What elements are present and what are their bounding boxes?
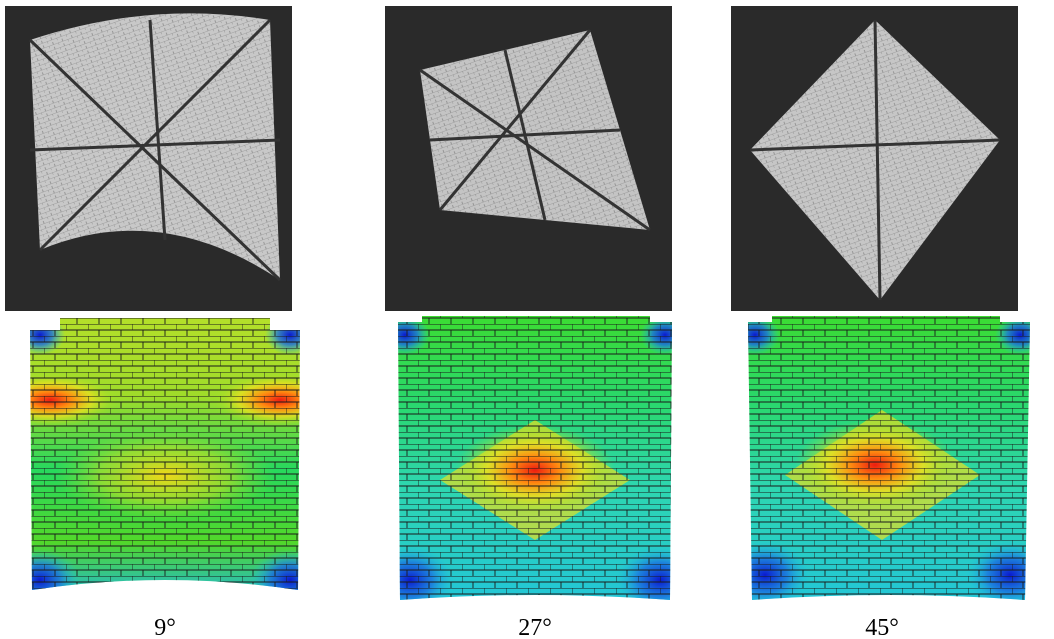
photo xyxy=(385,6,672,311)
panel-label: 9° xyxy=(154,615,176,639)
page: {"panels": [{"label": "9°"}, {"label": "… xyxy=(0,0,1054,639)
figure: 9° 27° 45° xyxy=(0,0,1054,639)
photo xyxy=(5,6,292,311)
photo xyxy=(731,6,1018,311)
panel-label: 45° xyxy=(865,615,899,639)
heatmap xyxy=(720,310,1054,610)
panel-label: 27° xyxy=(518,615,552,639)
heatmap xyxy=(0,310,350,610)
heatmap xyxy=(365,310,705,615)
